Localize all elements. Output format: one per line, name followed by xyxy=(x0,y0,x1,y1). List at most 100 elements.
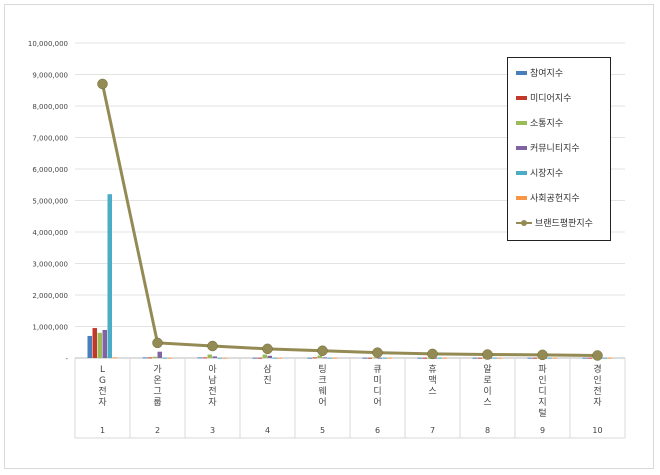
legend-item: 시장지수 xyxy=(516,166,563,179)
bar xyxy=(102,329,107,358)
legend-label: 사회공헌지수 xyxy=(530,194,580,204)
y-tick-label: 2,000,000 xyxy=(32,292,68,300)
bar xyxy=(327,357,332,359)
chart-frame xyxy=(4,4,654,469)
brand-index-point xyxy=(592,350,603,361)
category-char: 로 xyxy=(483,376,491,386)
category-char: 자 xyxy=(208,397,217,408)
legend-swatch-icon xyxy=(516,170,527,175)
brand-index-point xyxy=(372,347,383,358)
category-char: 룹 xyxy=(153,397,161,408)
bar xyxy=(497,357,502,359)
legend-swatch-icon xyxy=(516,95,527,100)
legend-label: 시장지수 xyxy=(530,169,564,179)
bar xyxy=(372,357,377,359)
brand-index-point xyxy=(207,340,218,352)
category-char: 미 xyxy=(373,375,381,386)
category-char: 맥 xyxy=(428,375,436,386)
legend-label: 참여지수 xyxy=(530,69,564,79)
y-tick-label: 3,000,000 xyxy=(32,261,68,269)
category-char: 삼 xyxy=(263,364,271,375)
category-char: 이 xyxy=(483,386,491,397)
bar xyxy=(532,357,537,359)
x-rank-label: 5 xyxy=(320,426,325,435)
bar xyxy=(107,194,112,358)
x-rank-label: 6 xyxy=(375,426,380,435)
category-char: 아 xyxy=(208,364,217,375)
bar xyxy=(87,335,92,358)
legend-item: 참여지수 xyxy=(516,66,563,79)
x-rank-label: 10 xyxy=(592,426,602,435)
bar xyxy=(92,328,97,358)
x-rank-label: 2 xyxy=(155,426,160,435)
category-char: 전 xyxy=(98,386,106,397)
bar xyxy=(582,357,587,359)
brand-index-point xyxy=(262,343,273,355)
x-rank-label: 3 xyxy=(210,426,215,435)
y-tick-label: 10,000,000 xyxy=(28,40,68,48)
bar xyxy=(307,357,312,359)
bar xyxy=(252,357,257,359)
legend-item: 브랜드평판지수 xyxy=(516,216,593,229)
brand-index-line xyxy=(101,83,598,357)
bar xyxy=(197,357,202,359)
bar xyxy=(387,357,392,359)
category-char: 전 xyxy=(593,386,601,397)
category-char: L xyxy=(100,365,105,375)
category-char: 스 xyxy=(483,397,491,408)
brand-index-point xyxy=(427,348,438,360)
category-char: 휴 xyxy=(428,364,436,375)
bar xyxy=(607,357,612,359)
y-tick-label: 1,000,000 xyxy=(32,324,68,332)
category-char: 크 xyxy=(318,376,326,386)
bar xyxy=(587,357,592,359)
legend-swatch-icon xyxy=(516,70,527,75)
bar xyxy=(167,357,172,359)
bar xyxy=(277,357,282,359)
brand-index-point xyxy=(97,78,108,90)
category-char: 팅 xyxy=(318,364,326,375)
legend-label: 소통지수 xyxy=(530,119,564,129)
category-char: 큐 xyxy=(373,364,381,375)
category-char: 경 xyxy=(593,363,601,375)
x-rank-label: 9 xyxy=(540,426,545,435)
legend-label: 커뮤니티지수 xyxy=(530,144,580,154)
bar xyxy=(442,357,447,359)
bar xyxy=(217,357,222,359)
bar xyxy=(332,357,337,359)
x-rank-label: 8 xyxy=(485,426,490,435)
category-char: 디 xyxy=(373,386,381,397)
category-char: 인 xyxy=(593,375,601,386)
category-char: 웨 xyxy=(318,385,326,397)
category-char: 어 xyxy=(318,397,326,408)
legend-swatch-icon xyxy=(516,120,527,125)
legend-swatch-icon xyxy=(516,145,527,150)
legend-item: 미디어지수 xyxy=(516,91,571,104)
legend-label: 브랜드평판지수 xyxy=(535,219,593,229)
bar xyxy=(142,357,147,359)
category-char: G xyxy=(99,376,106,386)
brand-index-point xyxy=(317,345,328,357)
bar xyxy=(322,357,327,359)
bar xyxy=(147,357,152,359)
bar xyxy=(257,357,262,359)
category-char: 그 xyxy=(153,387,161,397)
x-rank-label: 1 xyxy=(100,426,105,435)
y-tick-label: 9,000,000 xyxy=(32,72,68,80)
bar xyxy=(527,357,532,359)
bar xyxy=(152,356,157,358)
bar xyxy=(382,357,387,359)
category-char: 파 xyxy=(538,364,547,375)
category-char: 자 xyxy=(98,397,107,408)
bar xyxy=(552,357,557,359)
bar xyxy=(602,357,607,359)
category-char: 스 xyxy=(428,386,436,397)
bar xyxy=(377,357,382,359)
y-tick-label: 4,000,000 xyxy=(32,229,68,237)
